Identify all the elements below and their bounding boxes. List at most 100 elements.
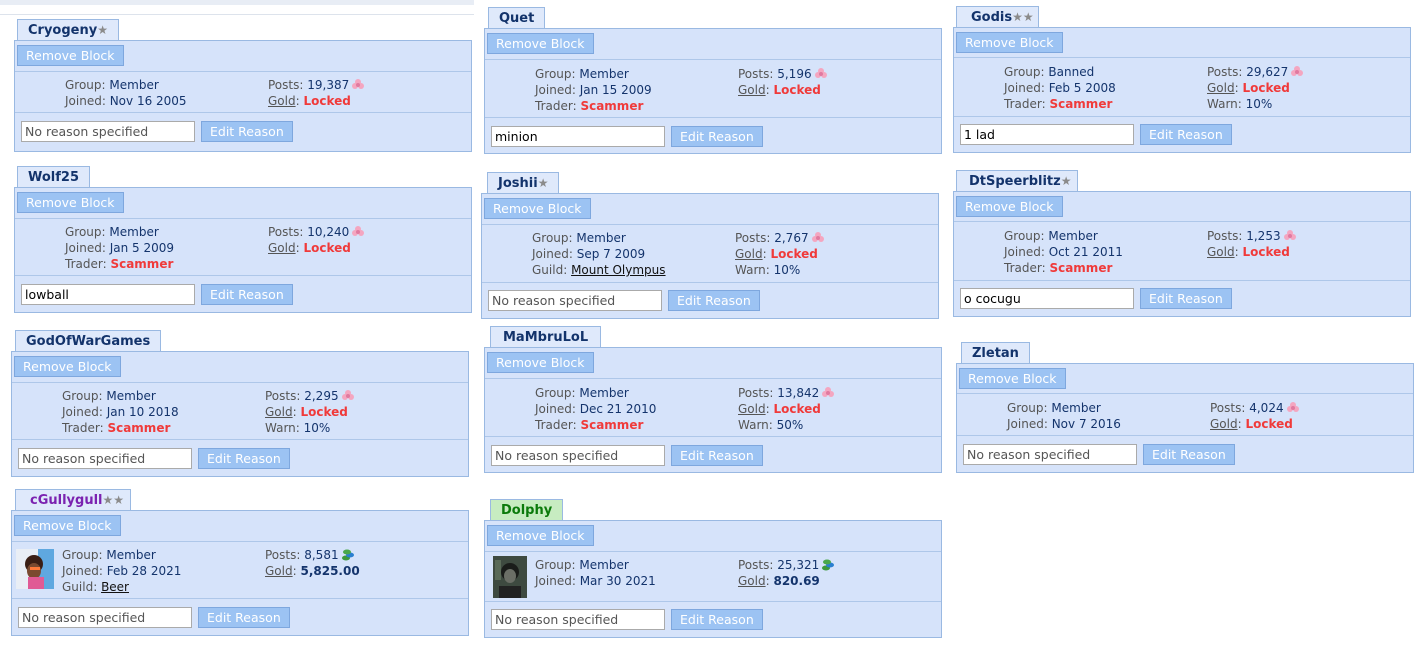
gold-link[interactable]: Gold <box>268 94 296 108</box>
edit-reason-button[interactable]: Edit Reason <box>671 609 763 630</box>
blocked-user-card: Zletan Remove Block Group: Member Joined… <box>956 342 1414 473</box>
trader-value: Scammer <box>580 418 644 432</box>
edit-reason-button[interactable]: Edit Reason <box>671 445 763 466</box>
card-body: Remove Block Group: Member Joined: Dec 2… <box>484 347 942 473</box>
reason-input[interactable] <box>18 448 192 469</box>
user-info-right: Posts: 13,842 Gold: Locked Warn: 50% <box>738 385 835 433</box>
remove-block-button[interactable]: Remove Block <box>14 515 121 536</box>
gold-link[interactable]: Gold <box>265 564 293 578</box>
edit-reason-button[interactable]: Edit Reason <box>201 284 293 305</box>
reason-input[interactable] <box>491 445 665 466</box>
remove-block-button[interactable]: Remove Block <box>14 356 121 377</box>
user-info-right: Posts: 4,024 Gold: Locked <box>1210 400 1299 432</box>
username[interactable]: Quet <box>499 11 535 26</box>
remove-block-button[interactable]: Remove Block <box>17 192 124 213</box>
divider <box>485 59 941 60</box>
username-tab[interactable]: Joshii★ <box>487 172 560 193</box>
gold-value: Locked <box>773 83 821 97</box>
group-value: Member <box>109 225 159 239</box>
gold-value: Locked <box>1242 81 1290 95</box>
edit-reason-button[interactable]: Edit Reason <box>198 607 290 628</box>
gold-link[interactable]: Gold <box>268 241 296 255</box>
username[interactable]: MaMbruLoL <box>503 330 589 345</box>
guild-link[interactable]: Mount Olympus <box>571 263 666 277</box>
username[interactable]: Godis <box>971 10 1013 25</box>
username[interactable]: cGullygull <box>30 493 103 508</box>
reason-input[interactable] <box>960 124 1134 145</box>
remove-block-button[interactable]: Remove Block <box>959 368 1066 389</box>
username[interactable]: Zletan <box>972 346 1019 361</box>
group-value: Member <box>579 67 629 81</box>
username-tab[interactable]: Wolf25 <box>17 166 91 187</box>
posts-value: 10,240 <box>307 225 350 239</box>
username-tab[interactable]: Quet <box>488 7 546 28</box>
flower-icon <box>811 232 824 242</box>
joined-value: Feb 28 2021 <box>106 564 182 578</box>
edit-reason-button[interactable]: Edit Reason <box>1143 444 1235 465</box>
gold-link[interactable]: Gold <box>738 402 766 416</box>
guild-link[interactable]: Beer <box>101 580 129 594</box>
gold-link[interactable]: Gold <box>265 405 293 419</box>
username-tab[interactable]: DtSpeerblitz★ <box>956 170 1079 191</box>
edit-reason-button[interactable]: Edit Reason <box>668 290 760 311</box>
blocked-user-card: cGullygull★★ Remove Block Group: Member … <box>11 489 469 636</box>
flower-icon <box>1286 402 1299 412</box>
user-info-right: Posts: 29,627 Gold: Locked Warn: 10% <box>1207 64 1304 112</box>
gold-link[interactable]: Gold <box>738 574 766 588</box>
gold-link[interactable]: Gold <box>738 83 766 97</box>
reason-input[interactable] <box>963 444 1137 465</box>
blocked-user-card: Dolphy Remove Block Group: Member Joined… <box>484 499 942 638</box>
group-value: Member <box>106 389 156 403</box>
gold-link[interactable]: Gold <box>735 247 763 261</box>
blocked-user-card: DtSpeerblitz★ Remove Block Group: Member… <box>953 170 1411 317</box>
edit-reason-button[interactable]: Edit Reason <box>1140 288 1232 309</box>
edit-reason-button[interactable]: Edit Reason <box>1140 124 1232 145</box>
edit-reason-button[interactable]: Edit Reason <box>198 448 290 469</box>
username[interactable]: Wolf25 <box>28 170 80 185</box>
edit-reason-button[interactable]: Edit Reason <box>201 121 293 142</box>
username-tab[interactable]: Cryogeny★ <box>17 19 119 40</box>
reason-input[interactable] <box>491 126 665 147</box>
remove-block-button[interactable]: Remove Block <box>484 198 591 219</box>
reason-input[interactable] <box>21 121 195 142</box>
reason-input[interactable] <box>491 609 665 630</box>
username-tab[interactable]: Dolphy <box>490 499 564 520</box>
gold-link[interactable]: Gold <box>1210 417 1238 431</box>
remove-block-button[interactable]: Remove Block <box>487 525 594 546</box>
divider <box>12 382 468 383</box>
username[interactable]: Dolphy <box>501 503 553 518</box>
reason-input[interactable] <box>960 288 1134 309</box>
username[interactable]: Cryogeny <box>28 23 98 38</box>
group-value: Member <box>106 548 156 562</box>
divider <box>954 57 1410 58</box>
remove-block-button[interactable]: Remove Block <box>956 32 1063 53</box>
reason-input[interactable] <box>18 607 192 628</box>
gold-value: 820.69 <box>773 574 820 588</box>
username[interactable]: DtSpeerblitz <box>969 174 1061 189</box>
remove-block-button[interactable]: Remove Block <box>17 45 124 66</box>
blocked-user-card: GodOfWarGames Remove Block Group: Member… <box>11 330 469 477</box>
remove-block-button[interactable]: Remove Block <box>956 196 1063 217</box>
username-tab[interactable]: Godis★★ <box>956 6 1039 27</box>
user-info-left: Group: Member Joined: Nov 7 2016 <box>1007 401 1121 431</box>
username[interactable]: GodOfWarGames <box>26 334 151 349</box>
divider <box>957 435 1413 436</box>
group-value: Banned <box>1048 65 1095 79</box>
username-tab[interactable]: GodOfWarGames <box>15 330 162 351</box>
edit-reason-button[interactable]: Edit Reason <box>671 126 763 147</box>
divider <box>12 439 468 440</box>
star-icon: ★ <box>97 23 108 37</box>
remove-block-button[interactable]: Remove Block <box>487 33 594 54</box>
card-body: Remove Block Group: Member Joined: Jan 1… <box>11 351 469 477</box>
gold-link[interactable]: Gold <box>1207 81 1235 95</box>
reason-input[interactable] <box>488 290 662 311</box>
reason-input[interactable] <box>21 284 195 305</box>
user-info-left: Group: Member Joined: Feb 28 2021 Guild:… <box>62 548 182 594</box>
username-tab[interactable]: MaMbruLoL <box>490 326 602 347</box>
gold-link[interactable]: Gold <box>1207 245 1235 259</box>
username[interactable]: Joshii <box>498 176 538 191</box>
username-tab[interactable]: Zletan <box>961 342 1030 363</box>
coins-icon <box>822 559 835 571</box>
remove-block-button[interactable]: Remove Block <box>487 352 594 373</box>
username-tab[interactable]: cGullygull★★ <box>15 489 132 510</box>
